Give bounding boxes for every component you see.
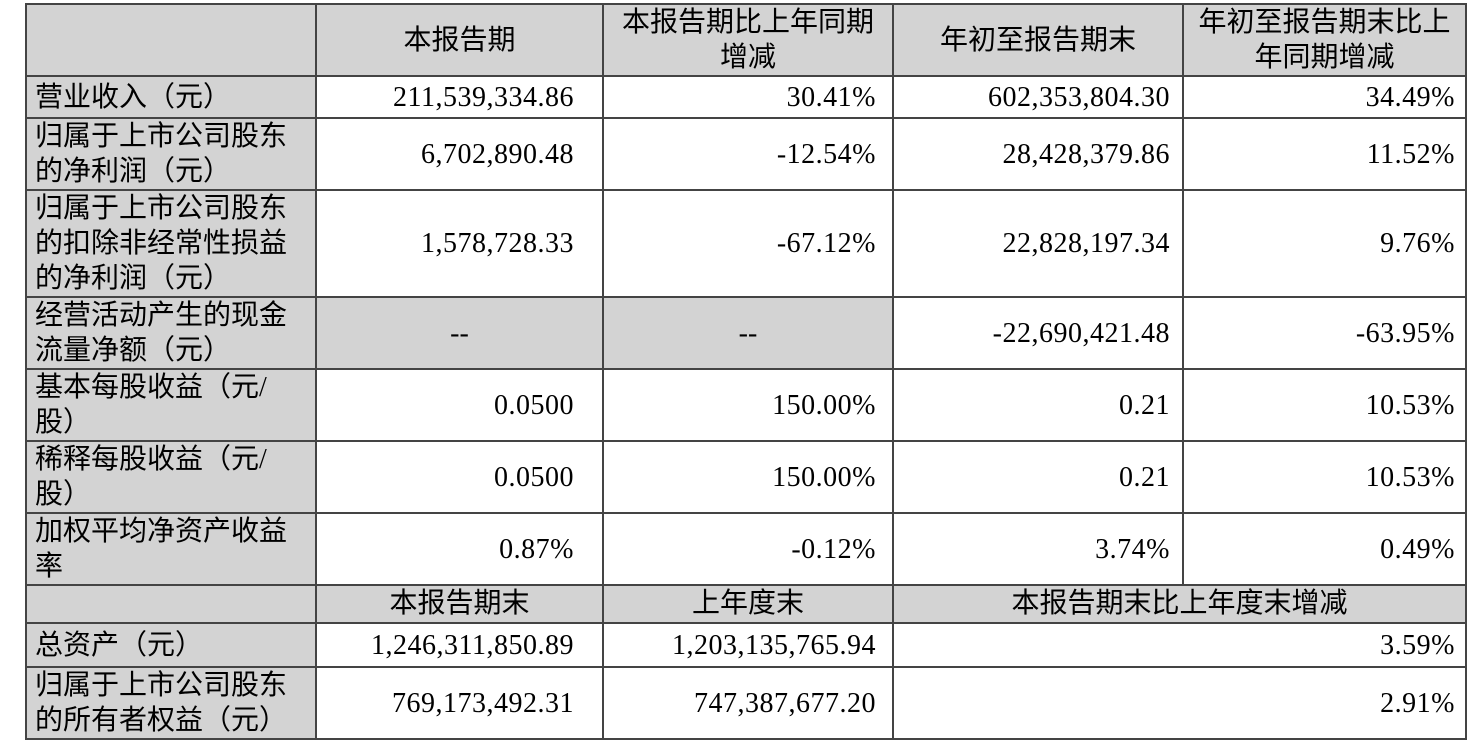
row-label: 加权平均净资产收益 率: [25, 512, 317, 586]
value-cell: 1,578,728.33: [315, 189, 604, 298]
row-label: 经营活动产生的现金 流量净额（元）: [25, 296, 317, 370]
value-cell: 0.21: [892, 368, 1184, 442]
value-cell: 10.53%: [1182, 368, 1467, 442]
value-cell: 6,702,890.48: [315, 117, 604, 191]
value-cell: 3.74%: [892, 512, 1184, 586]
value-cell: 211,539,334.86: [315, 75, 604, 119]
header-cell-ytd-yoy-change: 年初至报告期末比上 年同期增减: [1182, 3, 1467, 77]
row-label: 归属于上市公司股东 的扣除非经常性损益 的净利润（元）: [25, 189, 317, 298]
value-cell: -63.95%: [1182, 296, 1467, 370]
value-cell: 602,353,804.30: [892, 75, 1184, 119]
value-cell: 30.41%: [602, 75, 894, 119]
value-cell: 10.53%: [1182, 440, 1467, 514]
value-cell: 150.00%: [602, 440, 894, 514]
table-row: 经营活动产生的现金 流量净额（元） -- -- -22,690,421.48 -…: [25, 296, 1467, 370]
table-row: 加权平均净资产收益 率 0.87% -0.12% 3.74% 0.49%: [25, 512, 1467, 586]
value-cell: 2.91%: [892, 666, 1467, 740]
row-label: 基本每股收益（元/ 股）: [25, 368, 317, 442]
value-cell: 747,387,677.20: [602, 666, 894, 740]
value-cell: 0.0500: [315, 368, 604, 442]
table-row: 稀释每股收益（元/ 股） 0.0500 150.00% 0.21 10.53%: [25, 440, 1467, 514]
value-cell: --: [602, 296, 894, 370]
table-row: 归属于上市公司股东 的扣除非经常性损益 的净利润（元） 1,578,728.33…: [25, 189, 1467, 298]
table-row: 归属于上市公司股东 的所有者权益（元） 769,173,492.31 747,3…: [25, 666, 1467, 740]
subheader-cell-change: 本报告期末比上年度末增减: [892, 584, 1467, 624]
financial-summary-table: 本报告期 本报告期比上年同期 增减 年初至报告期末 年初至报告期末比上 年同期增…: [25, 3, 1467, 740]
row-label: 营业收入（元）: [25, 75, 317, 119]
value-cell: -0.12%: [602, 512, 894, 586]
value-cell: 11.52%: [1182, 117, 1467, 191]
value-cell: --: [315, 296, 604, 370]
table-row: 基本每股收益（元/ 股） 0.0500 150.00% 0.21 10.53%: [25, 368, 1467, 442]
value-cell: 9.76%: [1182, 189, 1467, 298]
value-cell: 1,203,135,765.94: [602, 622, 894, 668]
value-cell: 1,246,311,850.89: [315, 622, 604, 668]
value-cell: 0.21: [892, 440, 1184, 514]
value-cell: 0.0500: [315, 440, 604, 514]
table-row: 总资产（元） 1,246,311,850.89 1,203,135,765.94…: [25, 622, 1467, 668]
subheader-cell-prior-year-end: 上年度末: [602, 584, 894, 624]
value-cell: 34.49%: [1182, 75, 1467, 119]
header-cell-current-period: 本报告期: [315, 3, 604, 77]
subheader-cell-blank: [25, 584, 317, 624]
value-cell: -22,690,421.48: [892, 296, 1184, 370]
row-label: 归属于上市公司股东 的净利润（元）: [25, 117, 317, 191]
table-row: 归属于上市公司股东 的净利润（元） 6,702,890.48 -12.54% 2…: [25, 117, 1467, 191]
row-label: 归属于上市公司股东 的所有者权益（元）: [25, 666, 317, 740]
value-cell: 150.00%: [602, 368, 894, 442]
row-label: 稀释每股收益（元/ 股）: [25, 440, 317, 514]
value-cell: 769,173,492.31: [315, 666, 604, 740]
value-cell: 22,828,197.34: [892, 189, 1184, 298]
row-label: 总资产（元）: [25, 622, 317, 668]
value-cell: 0.49%: [1182, 512, 1467, 586]
header-cell-ytd: 年初至报告期末: [892, 3, 1184, 77]
header-cell-blank: [25, 3, 317, 77]
header-cell-yoy-change: 本报告期比上年同期 增减: [602, 3, 894, 77]
subheader-cell-period-end: 本报告期末: [315, 584, 604, 624]
table-row: 营业收入（元） 211,539,334.86 30.41% 602,353,80…: [25, 75, 1467, 119]
value-cell: -12.54%: [602, 117, 894, 191]
value-cell: 0.87%: [315, 512, 604, 586]
value-cell: -67.12%: [602, 189, 894, 298]
value-cell: 28,428,379.86: [892, 117, 1184, 191]
value-cell: 3.59%: [892, 622, 1467, 668]
